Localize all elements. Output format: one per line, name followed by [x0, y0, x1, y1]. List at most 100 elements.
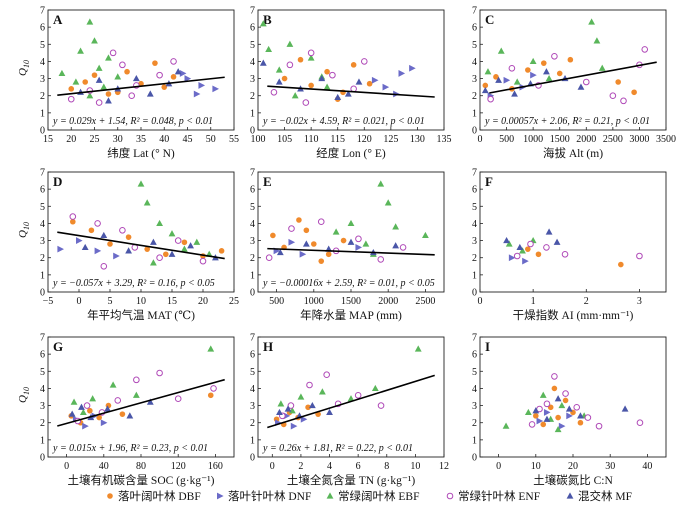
point-EBF — [347, 219, 355, 227]
point-DBF — [163, 251, 169, 258]
point-ENF — [114, 397, 122, 404]
point-DBF — [144, 246, 150, 252]
point-ENF — [584, 414, 592, 421]
point-ENF — [317, 218, 325, 226]
y-tick-label: 0 — [472, 453, 477, 464]
point-DBF — [533, 413, 539, 419]
point-MF — [543, 68, 550, 75]
legend-marker-DNF — [217, 492, 224, 500]
x-axis-label: 经度 Lon (° E) — [316, 146, 386, 160]
y-tick-label: 6 — [40, 23, 45, 34]
y-tick-label: 5 — [250, 202, 255, 213]
point-DBF — [107, 241, 113, 247]
point-MF — [318, 74, 326, 82]
point-DNF — [179, 70, 187, 77]
x-tick-label: 10 — [531, 461, 541, 472]
y-tick-label: 0 — [472, 126, 477, 137]
point-EBF — [505, 240, 513, 247]
point-ENF — [543, 244, 550, 251]
point-MF — [132, 74, 140, 82]
point-DBF — [119, 411, 126, 417]
y-tick-label: 6 — [472, 185, 477, 196]
x-tick-label: 100 — [251, 134, 266, 145]
point-DBF — [88, 227, 95, 234]
point-ENF — [399, 244, 407, 251]
y-tick-label: 3 — [250, 74, 255, 85]
point-MF — [104, 405, 111, 412]
point-ENF — [561, 250, 569, 258]
point-EBF — [529, 57, 537, 65]
x-tick-label: 0 — [496, 461, 501, 472]
y-tick-label: 5 — [472, 40, 477, 51]
point-DBF — [218, 248, 225, 254]
point-EBF — [100, 83, 108, 90]
x-tick-label: 0 — [77, 296, 82, 307]
point-ENF — [95, 99, 103, 106]
plot-frame — [47, 9, 235, 131]
point-EBF — [168, 230, 176, 237]
y-tick-label: 3 — [40, 401, 45, 412]
y-tick-label: 0 — [250, 453, 255, 464]
x-tick-label: 1500 — [341, 296, 361, 307]
y-tick-label: 7 — [250, 6, 255, 17]
point-ENF — [265, 254, 273, 262]
legend-label-DNF: 落叶针叶林 DNF — [228, 489, 311, 503]
point-MF — [554, 395, 562, 402]
x-tick-label: 40 — [642, 461, 652, 472]
point-EBF — [86, 18, 94, 25]
x-tick-label: 0 — [478, 134, 483, 145]
point-EBF — [502, 422, 510, 429]
panel-label: G — [53, 339, 63, 354]
y-tick-label: 1 — [40, 435, 45, 446]
y-tick-label: 5 — [472, 367, 477, 378]
legend-marker-EBF — [326, 492, 334, 499]
x-tick-label: 0 — [478, 296, 483, 307]
point-DBF — [303, 227, 310, 234]
point-ENF — [323, 371, 330, 379]
panel-I: I 0 1 2 3 4 5 6 7 0 10 20 30 40 土壤碳氮比 C:N — [472, 333, 667, 487]
legend-label-EBF: 常绿阔叶林 EBF — [338, 489, 419, 503]
point-DBF — [207, 392, 214, 399]
point-EBF — [414, 345, 422, 352]
point-EBF — [150, 259, 157, 266]
point-DBF — [308, 82, 314, 89]
point-DBF — [152, 60, 158, 66]
point-DNF — [409, 64, 416, 72]
panel-B: B 0 1 2 3 4 5 6 7 100 105 110 115 120 125 130 135 经度 Lon … — [250, 6, 452, 161]
point-EBF — [332, 228, 340, 235]
x-tick-label: 35 — [136, 134, 146, 145]
point-DBF — [540, 421, 547, 428]
x-tick-label: 105 — [277, 134, 292, 145]
point-MF — [532, 407, 540, 414]
point-EBF — [598, 64, 606, 71]
point-ENF — [582, 78, 590, 86]
y-tick-label: 5 — [250, 40, 255, 51]
point-EBF — [392, 223, 400, 230]
point-ENF — [527, 240, 534, 248]
plot-frame — [479, 336, 667, 458]
point-EBF — [143, 199, 151, 206]
point-ENF — [83, 402, 91, 409]
point-EBF — [588, 18, 595, 25]
point-DBF — [482, 82, 489, 89]
point-MF — [495, 76, 502, 83]
y-tick-label: 4 — [472, 219, 477, 230]
point-ENF — [513, 252, 521, 260]
x-tick-label: 20 — [66, 134, 76, 145]
y-tick-label: 2 — [472, 91, 477, 102]
y-tick-label: 5 — [40, 367, 45, 378]
x-tick-label: 0 — [270, 461, 275, 472]
point-DNF — [371, 76, 379, 84]
point-EBF — [497, 47, 505, 54]
point-EBF — [89, 395, 97, 402]
point-ENF — [307, 49, 315, 57]
point-EBF — [291, 92, 299, 99]
x-tick-label: 8 — [384, 461, 389, 472]
point-DBF — [615, 79, 621, 85]
point-ENF — [270, 88, 278, 96]
x-tick-label: 15 — [43, 134, 53, 145]
point-EBF — [91, 37, 98, 44]
y-tick-label: 1 — [472, 270, 477, 281]
point-EBF — [524, 408, 532, 416]
